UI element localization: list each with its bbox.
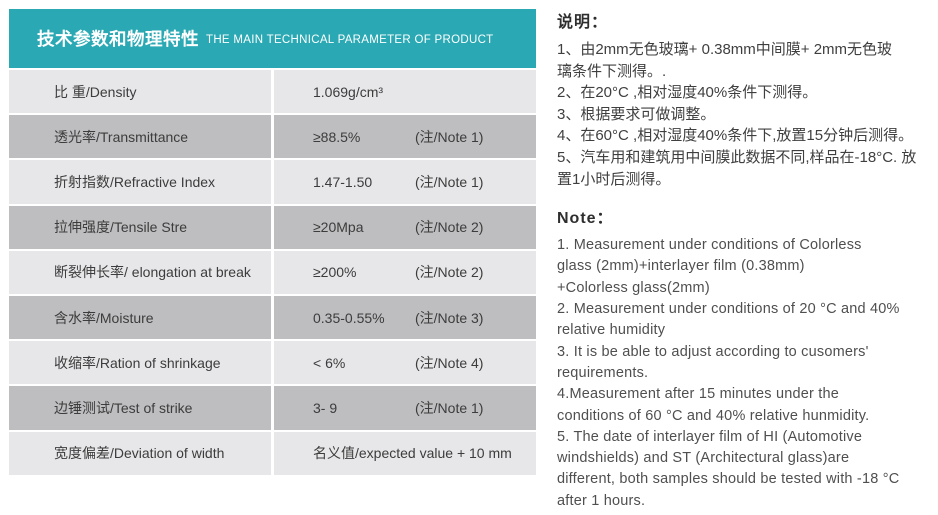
table-row-test-of-strike: 边锤测试/Test of strike 3- 9 (注/Note 1)	[9, 386, 536, 430]
table-header: 技术参数和物理特性 THE MAIN TECHNICAL PARAMETER O…	[9, 9, 536, 68]
table-row-density: 比 重/Density 1.069g/cm³	[9, 70, 536, 114]
chinese-note-1: 1、由2mm无色玻璃+ 0.38mm中间膜+ 2mm无色玻 璃条件下测得。.	[557, 41, 893, 80]
parameter-value-cell: 名义值/expected value + 10 mm	[274, 431, 536, 475]
table-body: 比 重/Density 1.069g/cm³ 透光率/Transmittance…	[9, 70, 536, 475]
parameter-value-cell: < 6% (注/Note 4)	[274, 341, 536, 385]
parameter-value-cell: 3- 9 (注/Note 1)	[274, 386, 536, 430]
english-note-2: 2. Measurement under conditions of 20 °C…	[557, 301, 900, 339]
parameter-value: ≥200%	[313, 264, 357, 281]
note-reference: (注/Note 4)	[415, 354, 484, 371]
notes-panel: 说明： 1、由2mm无色玻璃+ 0.38mm中间膜+ 2mm无色玻 璃条件下测得…	[557, 8, 933, 512]
parameter-value: 名义值/expected value + 10 mm	[313, 445, 512, 462]
parameter-name: 断裂伸长率/ elongation at break	[9, 250, 271, 294]
table-row-transmittance: 透光率/Transmittance ≥88.5% (注/Note 1)	[9, 115, 536, 159]
parameter-name: 透光率/Transmittance	[9, 115, 271, 159]
english-note-1: 1. Measurement under conditions of Color…	[557, 237, 862, 296]
note-reference: (注/Note 1)	[415, 128, 484, 145]
parameter-value: ≥88.5%	[313, 128, 361, 145]
parameter-name: 收缩率/Ration of shrinkage	[9, 341, 271, 385]
parameter-value: < 6%	[313, 354, 346, 371]
parameter-name: 拉伸强度/Tensile Stre	[9, 205, 271, 249]
parameter-value: 1.47-1.50	[313, 173, 373, 190]
parameter-value: 1.069g/cm³	[313, 83, 384, 100]
english-note-4: 4.Measurement after 15 minutes under the…	[557, 386, 870, 424]
table-row-tensile-strength: 拉伸强度/Tensile Stre ≥20Mpa (注/Note 2)	[9, 205, 536, 249]
parameter-name: 含水率/Moisture	[9, 295, 271, 340]
parameter-value-cell: 1.47-1.50 (注/Note 1)	[274, 160, 536, 204]
parameter-value-cell: 0.35-0.55% (注/Note 3)	[274, 295, 536, 340]
parameter-value: ≥20Mpa	[313, 219, 364, 236]
english-note-3: 3. It is be able to adjust according to …	[557, 343, 869, 381]
parameter-value: 3- 9	[313, 399, 338, 416]
table-title-english: THE MAIN TECHNICAL PARAMETER OF PRODUCT	[206, 34, 494, 46]
parameter-name: 边锤测试/Test of strike	[9, 386, 271, 430]
table-row-width-deviation: 宽度偏差/Deviation of width 名义值/expected val…	[9, 431, 536, 475]
note-reference: (注/Note 2)	[415, 219, 484, 236]
table-row-elongation: 断裂伸长率/ elongation at break ≥200% (注/Note…	[9, 250, 536, 294]
note-reference: (注/Note 3)	[415, 309, 484, 326]
table-row-moisture: 含水率/Moisture 0.35-0.55% (注/Note 3)	[9, 295, 536, 340]
chinese-note-5: 5、汽车用和建筑用中间膜此数据不同,样品在-18°C. 放 置1小时后测得。	[557, 148, 917, 188]
english-notes-heading: Note：	[557, 210, 614, 228]
table-title-chinese: 技术参数和物理特性	[37, 29, 199, 49]
chinese-note-2: 2、在20°C ,相对湿度40%条件下测得。	[557, 84, 818, 102]
note-reference: (注/Note 1)	[415, 173, 484, 190]
parameter-value-cell: ≥88.5% (注/Note 1)	[274, 115, 536, 159]
parameter-name: 折射指数/Refractive Index	[9, 160, 271, 204]
parameter-value-cell: 1.069g/cm³	[274, 70, 536, 114]
chinese-note-4: 4、在60°C ,相对湿度40%条件下,放置15分钟后测得。	[557, 127, 914, 145]
parameter-value-cell: ≥200% (注/Note 2)	[274, 250, 536, 294]
technical-parameters-table: 技术参数和物理特性 THE MAIN TECHNICAL PARAMETER O…	[9, 9, 536, 477]
table-row-shrinkage: 收缩率/Ration of shrinkage < 6% (注/Note 4)	[9, 341, 536, 385]
chinese-note-3: 3、根据要求可做调整。	[557, 105, 716, 123]
parameter-name: 比 重/Density	[9, 70, 271, 114]
note-reference: (注/Note 1)	[415, 399, 484, 416]
parameter-name: 宽度偏差/Deviation of width	[9, 431, 271, 475]
table-row-refractive-index: 折射指数/Refractive Index 1.47-1.50 (注/Note …	[9, 160, 536, 204]
parameter-value: 0.35-0.55%	[313, 309, 385, 326]
parameter-value-cell: ≥20Mpa (注/Note 2)	[274, 205, 536, 249]
chinese-notes-heading: 说明：	[557, 14, 609, 31]
note-reference: (注/Note 2)	[415, 264, 484, 281]
english-note-5: 5. The date of interlayer film of HI (Au…	[557, 428, 900, 509]
